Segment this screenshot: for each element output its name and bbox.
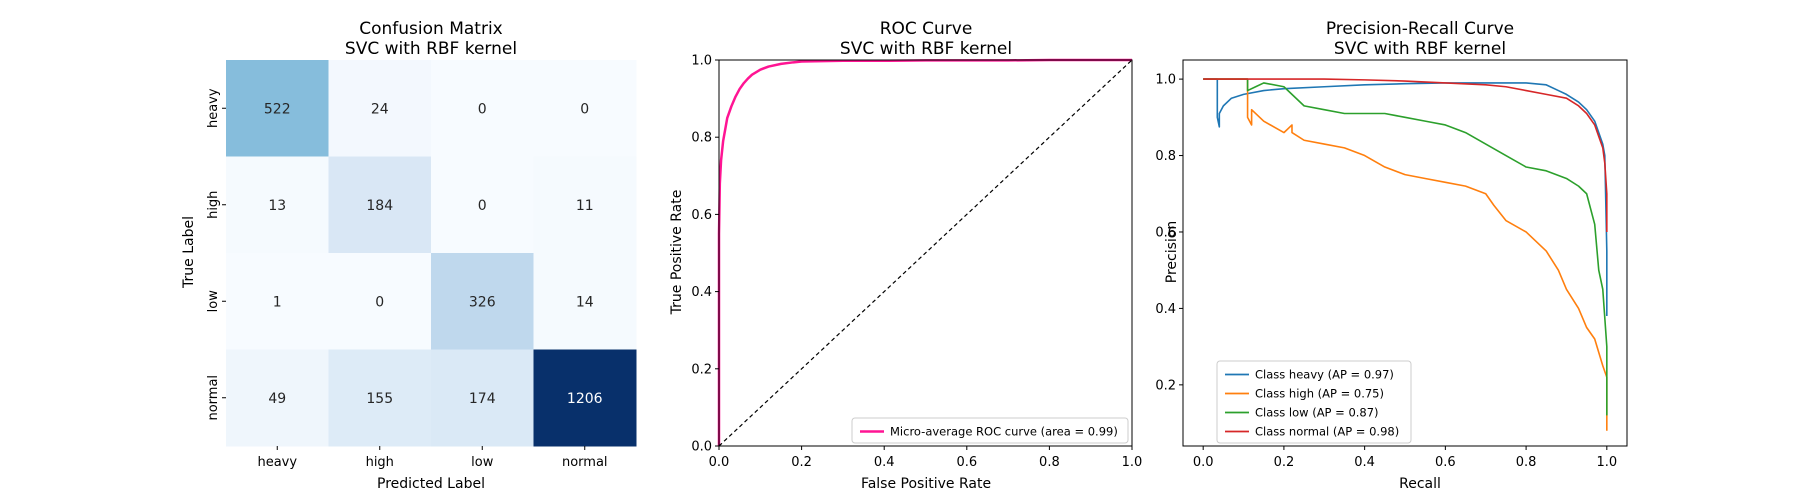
pr-x-tick-label: 0.0 [1193, 455, 1214, 470]
cm-cell-value-0-1: 24 [371, 101, 389, 117]
pr-y-tick-label: 0.8 [1155, 149, 1176, 164]
pr-legend-label-0: Class heavy (AP = 0.97) [1255, 368, 1394, 382]
cm-cell-1-2 [431, 156, 534, 254]
roc-title-line1: ROC Curve [880, 19, 973, 39]
pr-y-tick-label: 0.2 [1155, 378, 1176, 393]
cm-cell-3-1 [328, 349, 432, 447]
confusion-matrix-panel: Confusion Matrix SVC with RBF kernel 522… [181, 19, 637, 492]
cm-cell-1-3 [533, 156, 637, 254]
pr-x-tick-label: 0.6 [1435, 455, 1456, 470]
roc-x-tick-label: 1.0 [1122, 455, 1143, 470]
cm-cell-2-0 [226, 253, 329, 350]
cm-y-tick-normal: normal [206, 375, 221, 421]
cm-ticks: heavy high low normal heavy high low normal [206, 88, 608, 470]
cm-cell-2-3 [533, 253, 637, 350]
roc-y-tick-label: 0.8 [691, 131, 712, 146]
cm-cell-value-2-3: 14 [576, 294, 594, 310]
cm-cell-value-0-2: 0 [478, 101, 487, 117]
cm-y-tick-low: low [206, 290, 221, 313]
pr-title-line2: SVC with RBF kernel [1334, 39, 1506, 59]
cm-title-line1: Confusion Matrix [359, 19, 503, 39]
pr-legend-label-2: Class low (AP = 0.87) [1255, 406, 1379, 420]
roc-x-tick-label: 0.2 [791, 455, 812, 470]
pr-series-line-1 [1203, 78, 1608, 431]
pr-legend-label-3: Class normal (AP = 0.98) [1255, 425, 1399, 439]
pr-axes-frame [1182, 59, 1628, 447]
pr-legend-box [1216, 360, 1412, 444]
cm-cell-2-2 [431, 253, 534, 350]
cm-cell-1-1 [328, 156, 432, 254]
cm-cell-0-1 [328, 60, 432, 157]
cm-cell-value-3-0: 49 [268, 391, 286, 407]
cm-x-tick-high: high [366, 455, 394, 470]
roc-x-tick-label: 0.0 [709, 455, 730, 470]
roc-x-tick-label: 0.6 [956, 455, 977, 470]
roc-y-tick-label: 0.0 [691, 440, 712, 455]
cm-cell-3-0 [226, 349, 329, 447]
cm-cell-1-0 [226, 156, 329, 254]
cm-cell-0-3 [533, 60, 637, 157]
pr-x-tick-label: 0.4 [1354, 455, 1375, 470]
pr-title-line1: Precision-Recall Curve [1326, 19, 1514, 39]
cm-cell-value-3-3: 1206 [567, 391, 603, 407]
roc-x-label: False Positive Rate [861, 476, 991, 492]
pr-legend: Class heavy (AP = 0.97) Class high (AP = … [1216, 360, 1412, 444]
cm-cell-value-1-0: 13 [268, 198, 286, 214]
cm-cell-value-1-2: 0 [478, 198, 487, 214]
cm-cell-value-0-3: 0 [580, 101, 589, 117]
cm-x-label: Predicted Label [377, 476, 485, 492]
roc-panel: ROC Curve SVC with RBF kernel 0.0 0.2 0.4 0… [669, 19, 1142, 492]
pr-x-tick-label: 0.8 [1516, 455, 1537, 470]
pr-series-line-3 [1203, 78, 1608, 232]
cm-cell-value-2-1: 0 [375, 294, 384, 310]
pr-x-tick-label: 1.0 [1596, 455, 1617, 470]
roc-y-label: True Positive Rate [669, 190, 685, 316]
pr-x-label: Recall [1399, 476, 1441, 492]
cm-x-tick-heavy: heavy [257, 455, 297, 470]
pr-y-tick-label: 0.6 [1155, 225, 1176, 240]
cm-cell-value-0-0: 522 [264, 101, 291, 117]
cm-cell-value-1-3: 11 [576, 198, 594, 214]
cm-cell-value-3-1: 155 [366, 391, 393, 407]
roc-y-tick-label: 0.6 [691, 208, 712, 223]
roc-legend-box [851, 417, 1129, 444]
roc-title-line2: SVC with RBF kernel [840, 39, 1012, 59]
cm-y-label: True Label [181, 216, 197, 289]
pr-y-tick-label: 0.4 [1155, 302, 1176, 317]
pr-x-tick-label: 0.2 [1274, 455, 1295, 470]
cm-x-tick-low: low [471, 455, 494, 470]
cm-title-line2: SVC with RBF kernel [345, 39, 517, 59]
cm-cell-value-2-2: 326 [469, 294, 496, 310]
roc-y-tick-label: 1.0 [691, 54, 712, 69]
cm-cell-3-3 [533, 349, 637, 447]
cm-cell-value-1-1: 184 [366, 198, 393, 214]
roc-legend: Micro-average ROC curve (area = 0.99) [851, 417, 1129, 444]
roc-axes-frame [718, 59, 1133, 447]
pr-panel: Precision-Recall Curve SVC with RBF kern… [1155, 19, 1628, 492]
roc-series-line-1 [718, 59, 1133, 447]
cm-cell-2-1 [328, 253, 432, 350]
roc-y-tick-label: 0.2 [691, 362, 712, 377]
cm-cell-3-2 [431, 349, 534, 447]
roc-legend-label-0: Micro-average ROC curve (area = 0.99) [890, 425, 1118, 439]
roc-plot-area: 0.0 0.2 0.4 0.6 0.8 1.0 0.0 0.2 0.4 0.6 0.8 1.0 Micr… [691, 54, 1142, 471]
cm-cell-value-2-0: 1 [273, 294, 282, 310]
roc-x-tick-label: 0.4 [874, 455, 895, 470]
cm-cell-0-2 [431, 60, 534, 157]
cm-y-tick-heavy: heavy [206, 88, 221, 128]
pr-legend-label-1: Class high (AP = 0.75) [1255, 387, 1384, 401]
pr-y-tick-label: 1.0 [1155, 73, 1176, 88]
pr-series-line-2 [1203, 78, 1608, 416]
cm-cell-value-3-2: 174 [469, 391, 496, 407]
pr-y-label: Precision [1164, 221, 1180, 283]
roc-y-tick-label: 0.4 [691, 285, 712, 300]
roc-x-tick-label: 0.8 [1039, 455, 1060, 470]
pr-plot-area: 0.0 0.2 0.4 0.6 0.8 1.0 0.2 0.4 0.6 0.8 1.0 Class h… [1155, 59, 1628, 470]
cm-y-tick-high: high [206, 191, 221, 219]
cm-cell-0-0 [226, 60, 329, 157]
cm-x-tick-normal: normal [562, 455, 608, 470]
